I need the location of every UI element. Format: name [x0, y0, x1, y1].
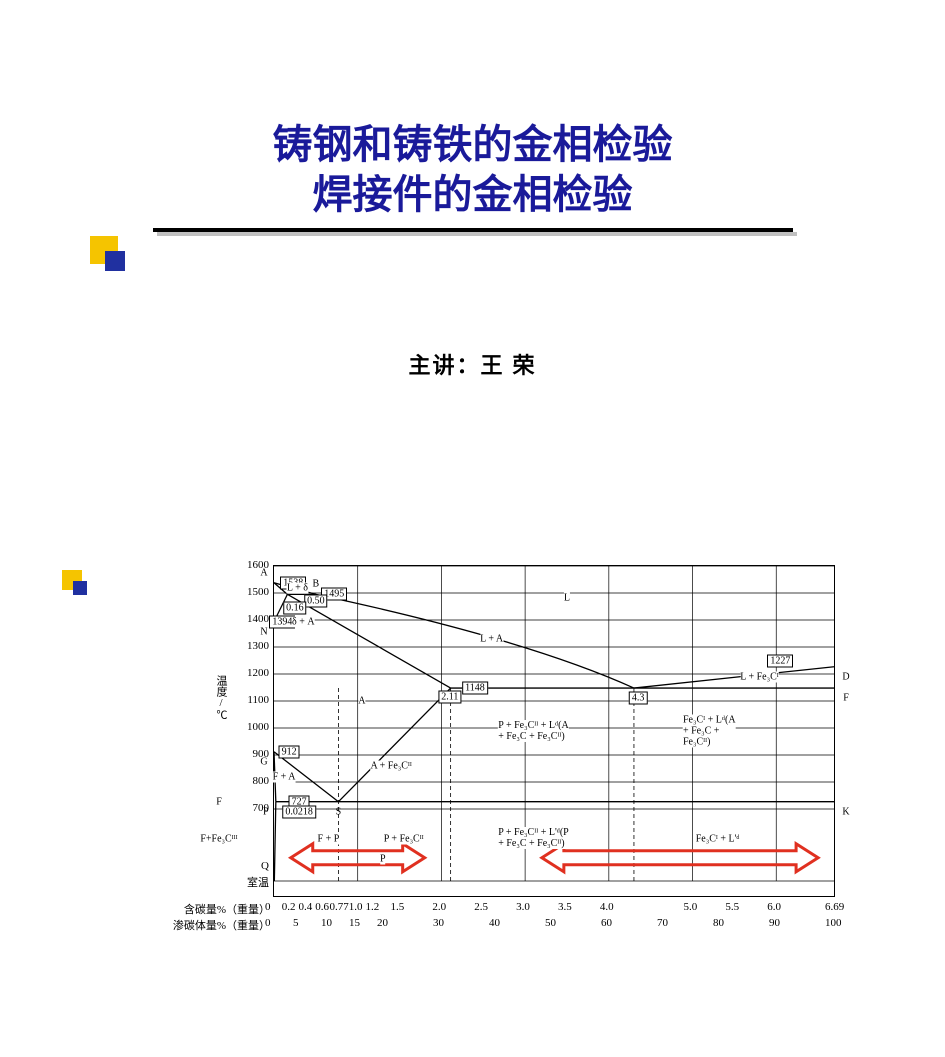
x-tick-label: 70 — [657, 917, 668, 929]
y-tick-label: 1200 — [229, 667, 269, 679]
lecturer-label: 主讲：王 荣 — [0, 348, 945, 380]
x-tick-label: 0.77 — [329, 901, 348, 913]
diagram-label: P + Fe₃Cᴵᴵ — [384, 834, 424, 845]
diagram-label: F+Fe₃Cᴵᴵᴵ — [200, 834, 237, 845]
y-tick-label: 900 — [229, 748, 269, 760]
diagram-label: 0.16 — [283, 601, 307, 614]
diagram-label: S — [336, 806, 342, 817]
title-underline — [153, 228, 793, 232]
diagram-label: Fe₃Cᴵ + L'ᵈ — [696, 834, 740, 845]
x-tick-label: 0 — [265, 917, 271, 929]
diagram-label: D — [842, 671, 849, 682]
plot-overlay: ABHJNDCEFGSPK15381495L + δ0.500.161394δ … — [274, 566, 834, 896]
diagram-label: 4.3 — [629, 692, 648, 705]
x-tick-label: 0.4 — [298, 901, 312, 913]
x-tick-label: 5.0 — [684, 901, 698, 913]
x-tick-label: 5 — [293, 917, 299, 929]
y-tick-label: 1000 — [229, 721, 269, 733]
diagram-label: F — [216, 796, 222, 807]
x-tick-label: 1.5 — [391, 901, 405, 913]
diagram-label: F + A — [273, 771, 296, 782]
diagram-label: A — [358, 696, 365, 707]
y-tick-label: 800 — [229, 775, 269, 787]
diagram-label: B — [313, 579, 320, 590]
x-tick-label: 3.0 — [516, 901, 530, 913]
y-tick-label: 700 — [229, 802, 269, 814]
corner-deco-bottom — [62, 570, 96, 604]
diagram-label: K — [842, 806, 849, 817]
diagram-label: P + Fe₃Cᴵᴵ + L'ᵈ(P+ Fe₃C + Fe₃Cᴵᴵ) — [498, 827, 569, 849]
diagram-label: F + P — [318, 834, 340, 845]
x-tick-label: 5.5 — [725, 901, 739, 913]
x-tick-label: 15 — [349, 917, 360, 929]
diagram-label: P — [380, 854, 386, 865]
x-tick-label: 0.2 — [282, 901, 296, 913]
x-tick-label: 80 — [713, 917, 724, 929]
diagram-label: 0.0218 — [282, 805, 316, 818]
y-tick-label: 1500 — [229, 586, 269, 598]
diagram-label: A + Fe₃Cᴵᴵ — [370, 760, 411, 771]
x-axis-title: 含碳量%（重量） — [155, 901, 270, 917]
diagram-label: 912 — [279, 745, 300, 758]
diagram-label: 1227 — [767, 655, 793, 668]
x-tick-label: 2.5 — [474, 901, 488, 913]
phase-diagram: 温度/℃ ABHJNDCEFGSPK15381495L + δ0.500.161… — [215, 555, 855, 975]
x-tick-label: 100 — [825, 917, 842, 929]
q-label: Q — [229, 860, 269, 872]
y-tick-label: 1400 — [229, 613, 269, 625]
plot-area: ABHJNDCEFGSPK15381495L + δ0.500.161394δ … — [273, 565, 835, 897]
title-line-2: 焊接件的金相检验 — [0, 170, 945, 220]
x-tick-label: 3.5 — [558, 901, 572, 913]
corner-deco-top — [90, 236, 138, 284]
diagram-label: 2.11 — [438, 690, 461, 703]
x-tick-label: 6.69 — [825, 901, 844, 913]
diagram-label: F — [843, 693, 849, 704]
diagram-label: 1148 — [462, 682, 488, 695]
deco-blue-square — [73, 581, 87, 595]
x-tick-label: 4.0 — [600, 901, 614, 913]
diagram-label: P + Fe₃Cᴵᴵ + Lᵈ(A+ Fe₃C + Fe₃Cᴵᴵ) — [498, 720, 568, 742]
title-line-1: 铸钢和铸铁的金相检验 — [0, 120, 945, 170]
x-tick-label: 50 — [545, 917, 556, 929]
diagram-label: L + Fe₃Cᴵ — [740, 672, 779, 683]
diagram-label: Fe₃Cᴵ + Lᵈ(A+ Fe₃C +Fe₃Cᴵᴵ) — [683, 714, 736, 747]
diagram-label: L + δ — [287, 582, 308, 593]
x-tick-label: 40 — [489, 917, 500, 929]
deco-blue-square — [105, 251, 125, 271]
page: 铸钢和铸铁的金相检验 焊接件的金相检验 主讲：王 荣 温度/℃ ABHJNDCE… — [0, 0, 945, 1057]
x-tick-label: 90 — [769, 917, 780, 929]
x-tick-label: 0.6 — [315, 901, 329, 913]
y-tick-label: 1100 — [229, 694, 269, 706]
x-tick-label: 20 — [377, 917, 388, 929]
x-tick-label: 30 — [433, 917, 444, 929]
y-tick-label: 1600 — [229, 559, 269, 571]
diagram-label: L — [564, 593, 570, 604]
x-tick-label: 6.0 — [767, 901, 781, 913]
x-tick-label: 0 — [265, 901, 271, 913]
y-axis-title: 温度/℃ — [213, 675, 229, 720]
diagram-label: 0.50 — [304, 595, 328, 608]
y-tick-label: 1300 — [229, 640, 269, 652]
diagram-label: δ + A — [292, 616, 315, 627]
x-tick-label: 10 — [321, 917, 332, 929]
diagram-label: L + A — [480, 633, 503, 644]
x-tick-label: 1.0 — [349, 901, 363, 913]
x-tick-label: 2.0 — [432, 901, 446, 913]
diagram-label: N — [260, 626, 267, 637]
title-block: 铸钢和铸铁的金相检验 焊接件的金相检验 — [0, 120, 945, 232]
x-axis-title: 渗碳体量%（重量） — [155, 917, 270, 933]
x-tick-label: 1.2 — [365, 901, 379, 913]
room-temp-label: 室温 — [229, 874, 269, 890]
x-tick-label: 60 — [601, 917, 612, 929]
